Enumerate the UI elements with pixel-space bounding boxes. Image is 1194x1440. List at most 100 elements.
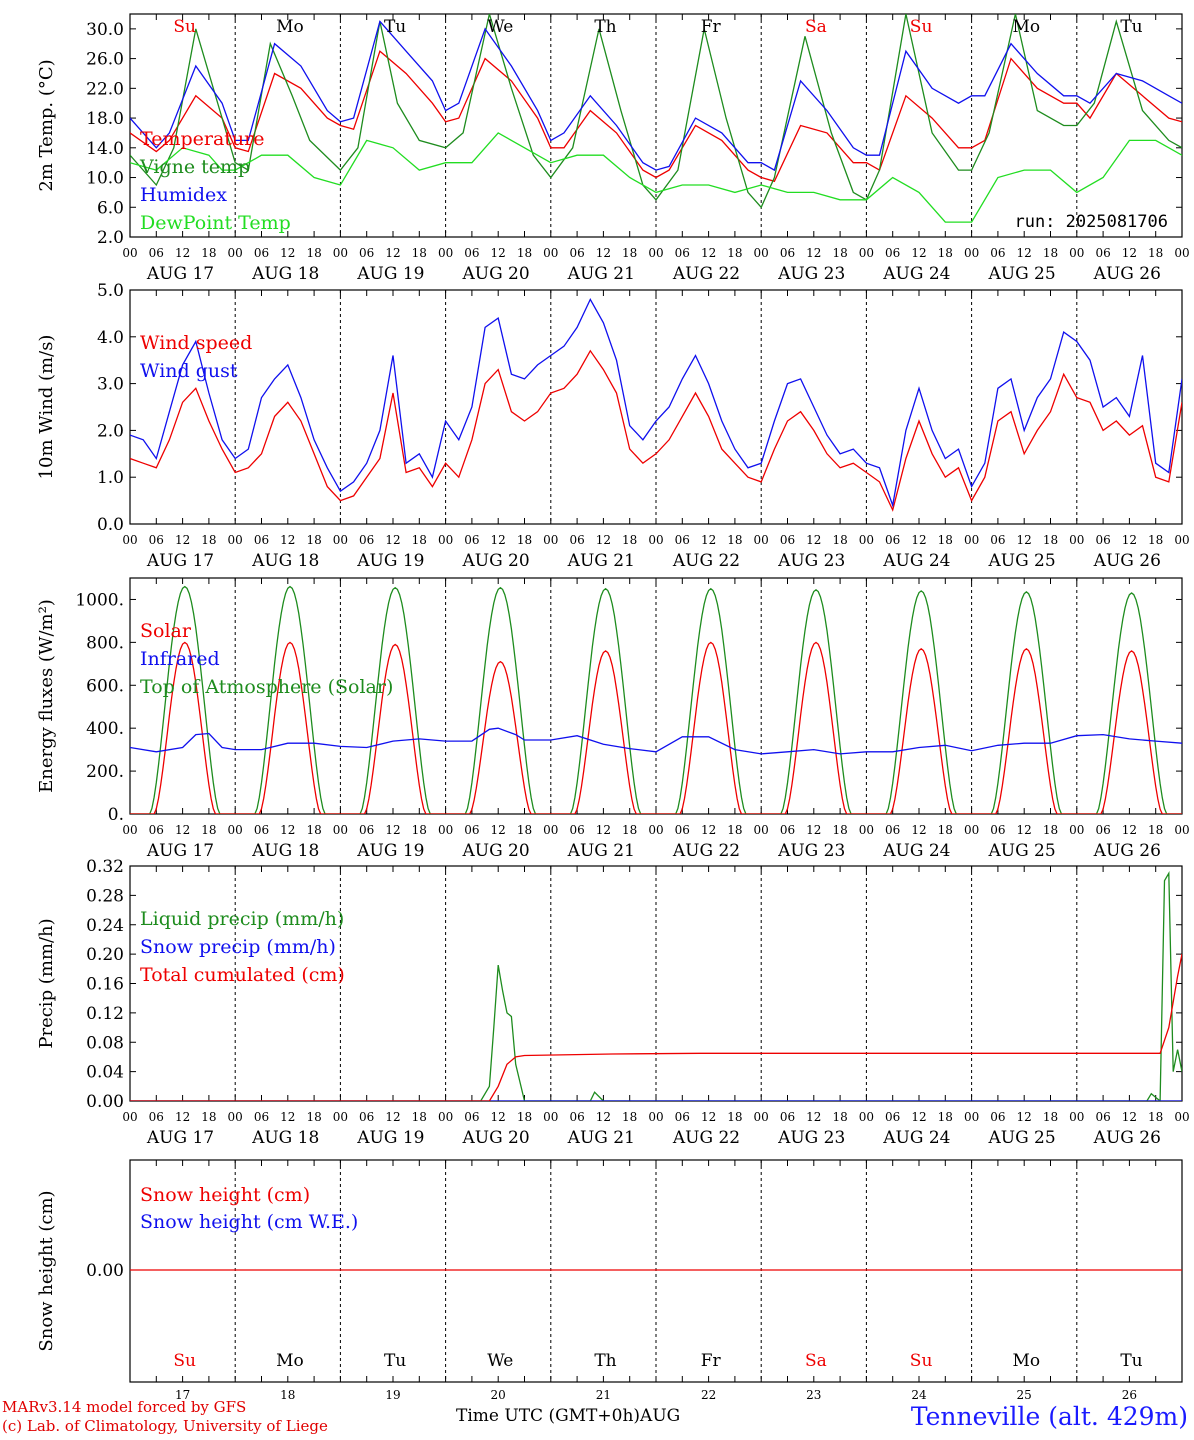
series-line [130, 50, 1182, 183]
hour-tick-label: 18 [622, 1110, 637, 1124]
hour-tick-label: 06 [780, 1110, 795, 1124]
hour-tick-label: 18 [832, 246, 847, 260]
y-tick-label: 400. [86, 719, 124, 739]
hour-tick-label: 00 [1069, 1110, 1084, 1124]
y-tick-label: 30.0 [86, 20, 124, 40]
hour-tick-label: 12 [701, 246, 716, 260]
hour-tick-label: 18 [517, 246, 532, 260]
hour-tick-label: 18 [517, 1110, 532, 1124]
run-label: run: 2025081706 [1014, 212, 1168, 232]
hour-tick-label: 12 [280, 246, 295, 260]
hour-tick-label: 12 [385, 1110, 400, 1124]
hour-tick-label: 00 [859, 823, 874, 837]
hour-tick-label: 12 [806, 533, 821, 547]
station-name: Tenneville (alt. 429m) [910, 1402, 1188, 1431]
date-label: AUG 20 [461, 264, 529, 284]
y-axis-label: 2m Temp. (°C) [36, 59, 57, 191]
y-tick-label: 6.0 [97, 198, 124, 218]
hour-tick-label: 12 [596, 1110, 611, 1124]
hour-tick-label: 12 [385, 246, 400, 260]
day-number: 26 [1122, 1388, 1137, 1402]
legend-entry: Snow precip (mm/h) [140, 936, 336, 958]
hour-tick-label: 18 [938, 533, 953, 547]
hour-tick-label: 12 [175, 1110, 190, 1124]
date-label: AUG 20 [461, 841, 529, 861]
date-label: AUG 24 [882, 551, 950, 571]
hour-tick-label: 00 [333, 1110, 348, 1124]
hour-tick-label: 00 [122, 246, 137, 260]
hour-tick-label: 12 [1122, 246, 1137, 260]
y-tick-label: 1000. [75, 590, 124, 610]
weekday-label: Tu [384, 17, 406, 37]
y-tick-label: 0.04 [86, 1063, 124, 1083]
hour-tick-label: 18 [306, 1110, 321, 1124]
hour-tick-label: 18 [1148, 823, 1163, 837]
hour-tick-label: 18 [727, 1110, 742, 1124]
hour-tick-label: 06 [675, 246, 690, 260]
hour-tick-label: 18 [832, 533, 847, 547]
hour-tick-label: 00 [333, 246, 348, 260]
legend-entry: Solar [140, 620, 192, 642]
series-line [130, 20, 1182, 172]
month-label: AUG [640, 1406, 681, 1426]
series-line [130, 641, 1182, 814]
hour-tick-label: 00 [543, 246, 558, 260]
y-axis-label: Energy fluxes (W/m²) [36, 599, 57, 793]
day-number: 20 [491, 1388, 506, 1402]
date-label: AUG 21 [567, 551, 635, 571]
hour-tick-label: 00 [648, 1110, 663, 1124]
hour-tick-label: 12 [596, 533, 611, 547]
hour-tick-label: 06 [149, 823, 164, 837]
date-label: AUG 24 [882, 1128, 950, 1148]
hour-tick-label: 00 [333, 823, 348, 837]
date-label: AUG 25 [987, 264, 1055, 284]
credits: MARv3.14 model forced by GFS (c) Lab. of… [2, 1398, 328, 1436]
hour-tick-label: 06 [1095, 1110, 1110, 1124]
hour-tick-label: 00 [1069, 533, 1084, 547]
hour-tick-label: 00 [438, 533, 453, 547]
hour-tick-label: 12 [1122, 1110, 1137, 1124]
legend-entry: Liquid precip (mm/h) [140, 908, 344, 930]
date-label: AUG 26 [1093, 1128, 1161, 1148]
date-label: AUG 23 [777, 1128, 845, 1148]
date-label: AUG 17 [146, 551, 214, 571]
y-tick-label: 0.20 [86, 945, 124, 965]
hour-tick-label: 00 [859, 533, 874, 547]
series-line [130, 870, 1182, 1101]
legend-entry: Infrared [140, 648, 220, 670]
hour-tick-label: 18 [1043, 823, 1058, 837]
hour-tick-label: 00 [543, 533, 558, 547]
weekday-label: Tu [1120, 1351, 1142, 1371]
y-tick-label: 22.0 [86, 79, 124, 99]
date-label: AUG 19 [356, 1128, 424, 1148]
date-label: AUG 23 [777, 841, 845, 861]
hour-tick-label: 00 [228, 823, 243, 837]
y-tick-label: 4.0 [97, 328, 124, 348]
hour-tick-label: 12 [491, 1110, 506, 1124]
legend-entry: Vigne temp [139, 156, 250, 178]
date-label: AUG 18 [251, 1128, 319, 1148]
hour-tick-label: 12 [491, 823, 506, 837]
hour-tick-label: 12 [1017, 533, 1032, 547]
y-tick-label: 0.00 [86, 1092, 124, 1112]
date-label: AUG 17 [146, 841, 214, 861]
series-line [130, 349, 1182, 512]
panel-frame-1 [129, 13, 1183, 238]
hour-tick-label: 12 [806, 246, 821, 260]
hour-tick-label: 12 [1017, 823, 1032, 837]
hour-tick-label: 12 [596, 246, 611, 260]
legend-entry: Wind gust [140, 360, 238, 382]
hour-tick-label: 18 [727, 533, 742, 547]
hour-tick-label: 18 [727, 246, 742, 260]
hour-tick-label: 12 [911, 823, 926, 837]
hour-tick-label: 00 [438, 823, 453, 837]
hour-tick-label: 00 [122, 533, 137, 547]
hour-tick-label: 00 [964, 246, 979, 260]
hour-tick-label: 00 [1069, 823, 1084, 837]
day-number: 17 [175, 1388, 190, 1402]
y-tick-label: 0.28 [86, 886, 124, 906]
hour-tick-label: 18 [306, 246, 321, 260]
hour-tick-label: 06 [885, 533, 900, 547]
hour-tick-label: 12 [701, 1110, 716, 1124]
y-tick-label: 0. [108, 805, 124, 825]
